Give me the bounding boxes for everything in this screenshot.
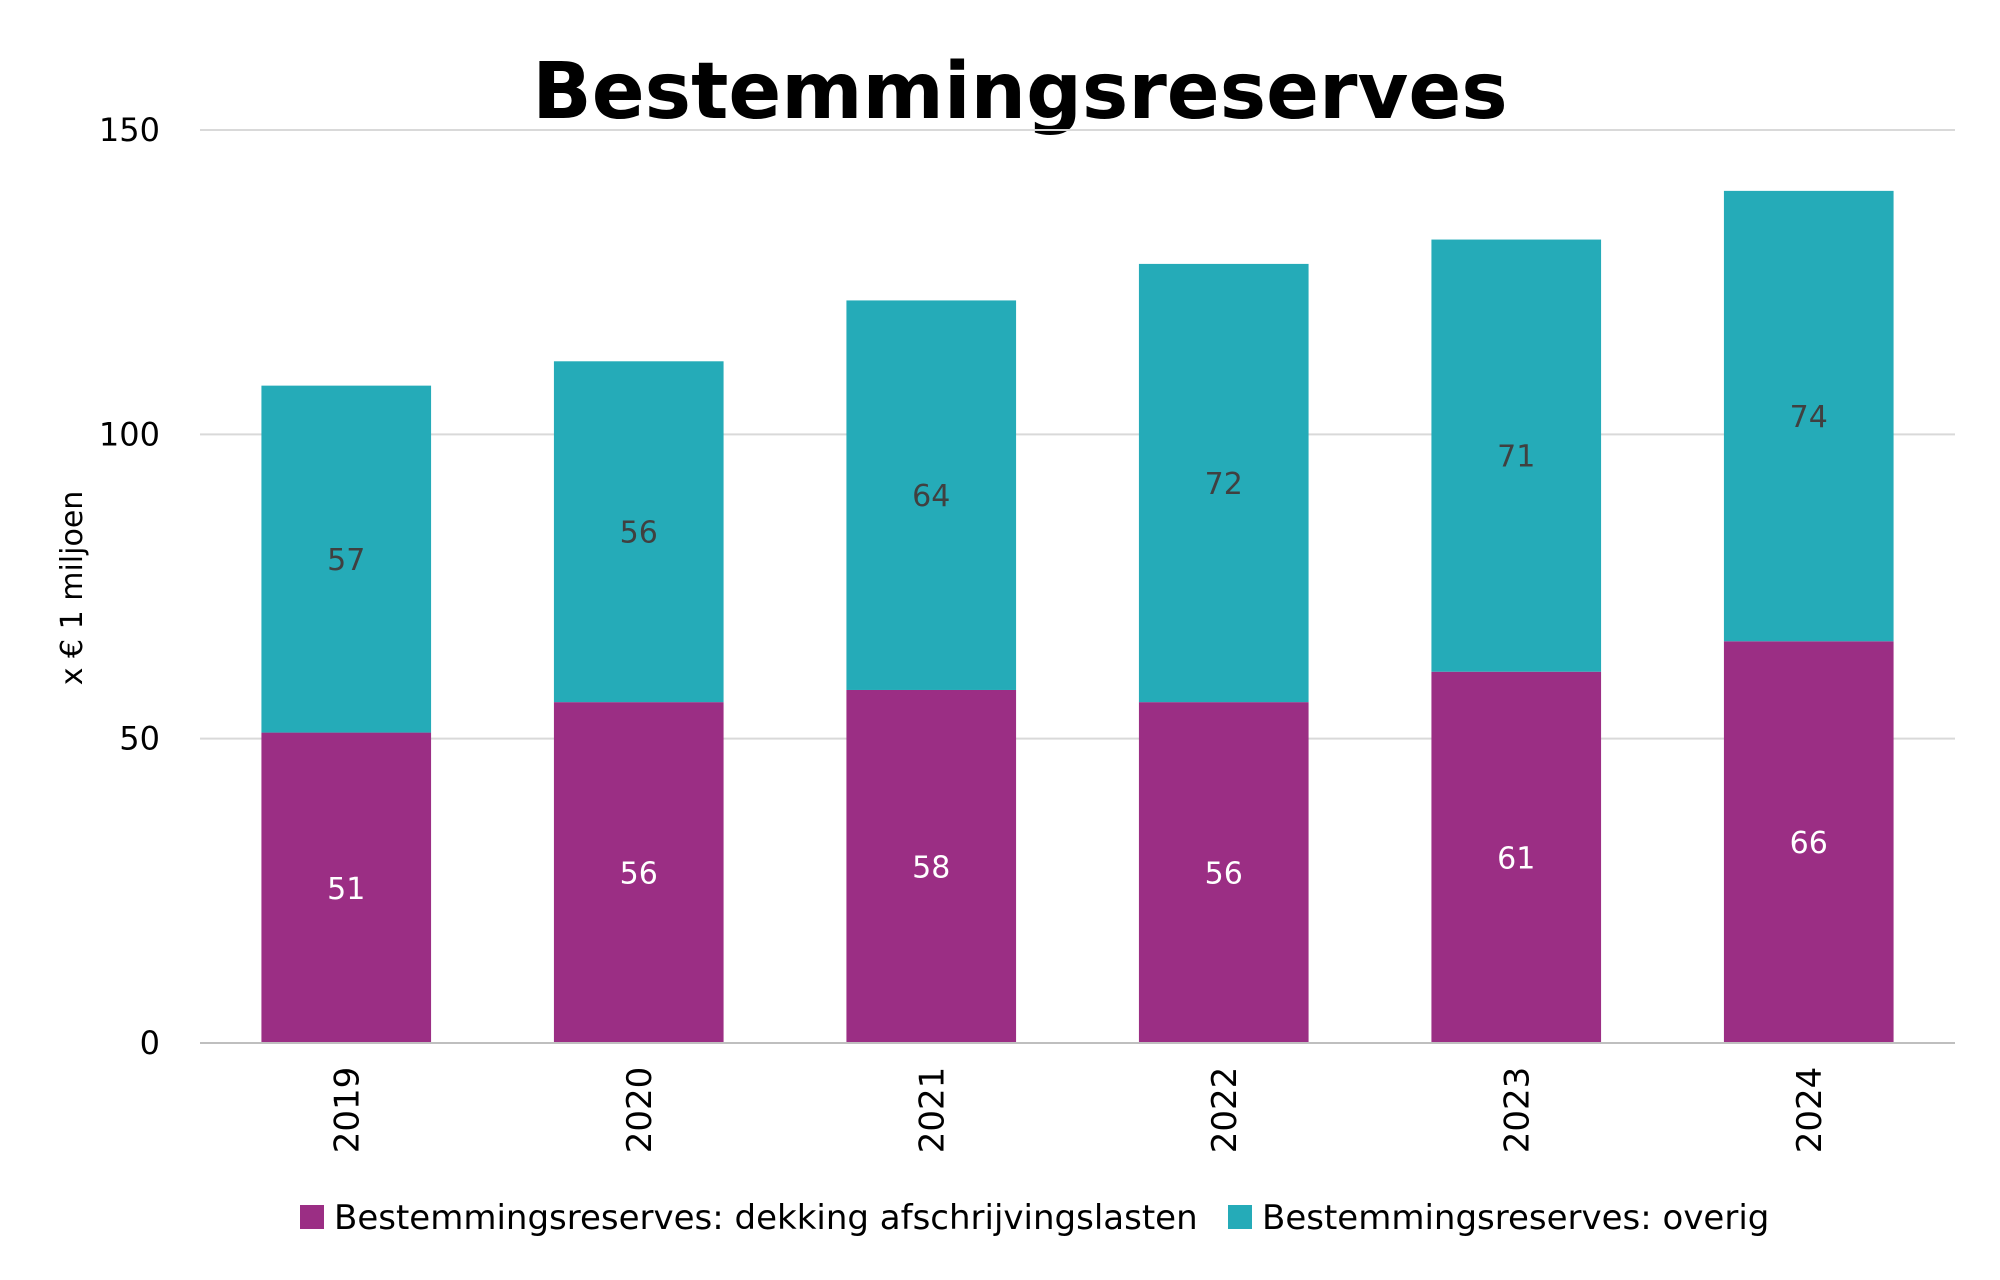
data-label-2019-series-1: 51 [327, 872, 365, 907]
bar-2019-series-2 [261, 385, 432, 733]
x-tick-label: 2019 [327, 1067, 367, 1154]
bar-2024-series-1 [1723, 641, 1894, 1043]
data-label-2024-series-1: 66 [1790, 826, 1828, 861]
bar-2022-series-2 [1138, 263, 1309, 703]
legend-label: Bestemmingsreserves: dekking afschrijvin… [334, 1198, 1198, 1238]
y-axis-label: x € 1 miljoen [55, 491, 90, 686]
y-tick-label: 50 [119, 720, 160, 758]
y-tick-label: 100 [99, 415, 160, 453]
data-label-2024-series-2: 74 [1790, 400, 1828, 435]
data-label-2020-series-2: 56 [620, 516, 658, 551]
data-label-2023-series-1: 61 [1497, 841, 1535, 876]
y-tick-label: 0 [140, 1024, 160, 1062]
data-label-2023-series-2: 71 [1497, 440, 1535, 475]
x-axis-ticks: 2019 2020 2021 2022 2023 2024 [327, 1067, 1830, 1154]
bar-2023-series-2 [1431, 239, 1602, 672]
legend-swatch [1228, 1205, 1252, 1229]
data-labels: 51 57 56 56 58 64 56 72 61 71 66 74 [327, 400, 1828, 907]
chart-title: Bestemmingsreserves [532, 47, 1507, 137]
gridlines [200, 129, 1955, 740]
legend-label: Bestemmingsreserves: overig [1262, 1198, 1769, 1238]
bar-2021-series-1 [846, 689, 1017, 1043]
x-tick-label: 2024 [1790, 1067, 1830, 1154]
data-label-2021-series-2: 64 [912, 479, 950, 514]
data-label-2021-series-1: 58 [912, 850, 950, 885]
data-label-2019-series-2: 57 [327, 543, 365, 578]
bar-2024-series-2 [1723, 190, 1894, 642]
x-tick-label: 2021 [912, 1067, 952, 1154]
bar-2022-series-1 [1138, 702, 1309, 1043]
legend-swatch [300, 1205, 324, 1229]
data-label-2022-series-2: 72 [1205, 467, 1243, 502]
x-tick-label: 2020 [620, 1067, 660, 1154]
legend: Bestemmingsreserves: dekking afschrijvin… [300, 1198, 1769, 1238]
bars [261, 190, 1894, 1043]
x-tick-label: 2022 [1205, 1067, 1245, 1154]
y-tick-label: 150 [99, 111, 160, 149]
data-label-2022-series-1: 56 [1205, 857, 1243, 892]
bar-2019-series-1 [261, 732, 432, 1043]
bar-2021-series-2 [846, 300, 1017, 690]
x-tick-label: 2023 [1497, 1067, 1537, 1154]
bar-2020-series-2 [553, 361, 724, 703]
data-label-2020-series-1: 56 [620, 857, 658, 892]
bar-2023-series-1 [1431, 671, 1602, 1043]
y-axis-ticks: 0 50 100 150 [99, 111, 160, 1062]
bar-2020-series-1 [553, 702, 724, 1043]
